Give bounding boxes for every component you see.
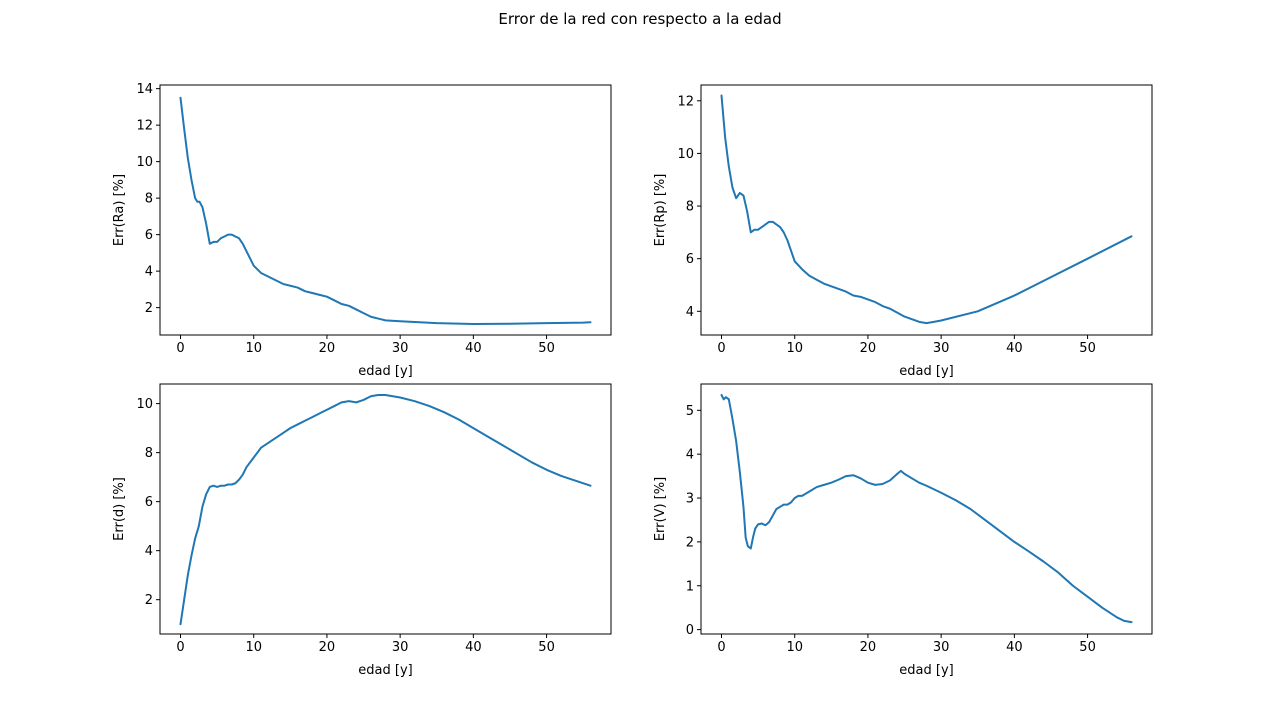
x-tick-label: 40 <box>465 640 482 655</box>
x-tick-label: 10 <box>245 341 262 356</box>
x-tick-label: 10 <box>786 640 803 655</box>
x-tick-label: 50 <box>1079 640 1096 655</box>
subplot-3: 0 10 20 30 40 50 2 4 6 8 10 edad [y] Err(d) [%] <box>112 383 612 678</box>
y-axis-label: Err(d) [%] <box>112 477 127 541</box>
x-axis-label: edad [y] <box>358 364 412 379</box>
x-tick-label: 30 <box>933 640 950 655</box>
y-tick-label: 5 <box>686 404 694 419</box>
x-axis-label: edad [y] <box>899 364 953 379</box>
y-axis-label: Err(V) [%] <box>653 477 668 541</box>
x-tick-label: 20 <box>860 640 877 655</box>
figure-title: Error de la red con respecto a la edad <box>498 10 782 28</box>
y-tick-label: 8 <box>145 192 153 207</box>
y-tick-label: 4 <box>686 305 694 320</box>
y-tick-label: 4 <box>145 265 153 280</box>
y-tick-label: 2 <box>145 301 153 316</box>
axes-frame <box>159 84 612 336</box>
y-tick-label: 6 <box>145 495 153 510</box>
x-tick-label: 50 <box>1079 341 1096 356</box>
series-line <box>720 94 1133 325</box>
y-tick-label: 10 <box>136 397 153 412</box>
x-tick-label: 40 <box>1006 640 1023 655</box>
x-tick-label: 30 <box>933 341 950 356</box>
x-axis-label: edad [y] <box>358 663 412 678</box>
y-axis-label: Err(Rp) [%] <box>653 174 668 247</box>
y-tick-label: 6 <box>145 228 153 243</box>
subplot-4: 0 10 20 30 40 50 0 1 2 3 4 5 edad [y] Err(V) [%] <box>653 383 1153 678</box>
y-axis-label: Err(Ra) [%] <box>112 174 127 246</box>
y-tick-label: 14 <box>136 82 153 97</box>
x-tick-label: 50 <box>538 640 555 655</box>
subplot-2: 0 10 20 30 40 50 4 6 8 10 12 edad [y] Err(Rp) [%] <box>653 84 1153 379</box>
y-tick-label: 12 <box>677 94 694 109</box>
y-tick-label: 8 <box>686 200 694 215</box>
y-tick-label: 6 <box>686 252 694 267</box>
x-tick-label: 20 <box>860 341 877 356</box>
y-tick-label: 1 <box>686 579 694 594</box>
x-tick-label: 20 <box>319 640 336 655</box>
x-tick-label: 50 <box>538 341 555 356</box>
x-tick-label: 0 <box>176 640 184 655</box>
x-tick-label: 10 <box>245 640 262 655</box>
y-tick-label: 3 <box>686 492 694 507</box>
x-tick-label: 10 <box>786 341 803 356</box>
x-tick-label: 30 <box>392 341 409 356</box>
y-tick-label: 10 <box>136 155 153 170</box>
y-tick-label: 10 <box>677 147 694 162</box>
y-tick-label: 0 <box>686 623 694 638</box>
y-tick-label: 8 <box>145 446 153 461</box>
x-tick-label: 0 <box>176 341 184 356</box>
x-tick-label: 40 <box>1006 341 1023 356</box>
series-line <box>179 96 592 326</box>
y-tick-label: 4 <box>686 448 694 463</box>
x-tick-label: 40 <box>465 341 482 356</box>
x-axis-label: edad [y] <box>899 663 953 678</box>
x-tick-label: 0 <box>717 640 725 655</box>
y-tick-label: 2 <box>145 593 153 608</box>
axes-frame <box>700 383 1153 635</box>
x-tick-label: 20 <box>319 341 336 356</box>
series-line <box>720 393 1133 624</box>
x-tick-label: 30 <box>392 640 409 655</box>
y-tick-label: 12 <box>136 119 153 134</box>
series-line <box>179 394 592 626</box>
y-tick-label: 2 <box>686 535 694 550</box>
subplot-1: 0 10 20 30 40 50 2 4 6 8 10 12 14 edad [y] Err(Ra) [%] <box>112 82 612 379</box>
axes-frame <box>159 383 612 635</box>
y-tick-label: 4 <box>145 544 153 559</box>
axes-frame <box>700 84 1153 336</box>
x-tick-label: 0 <box>717 341 725 356</box>
